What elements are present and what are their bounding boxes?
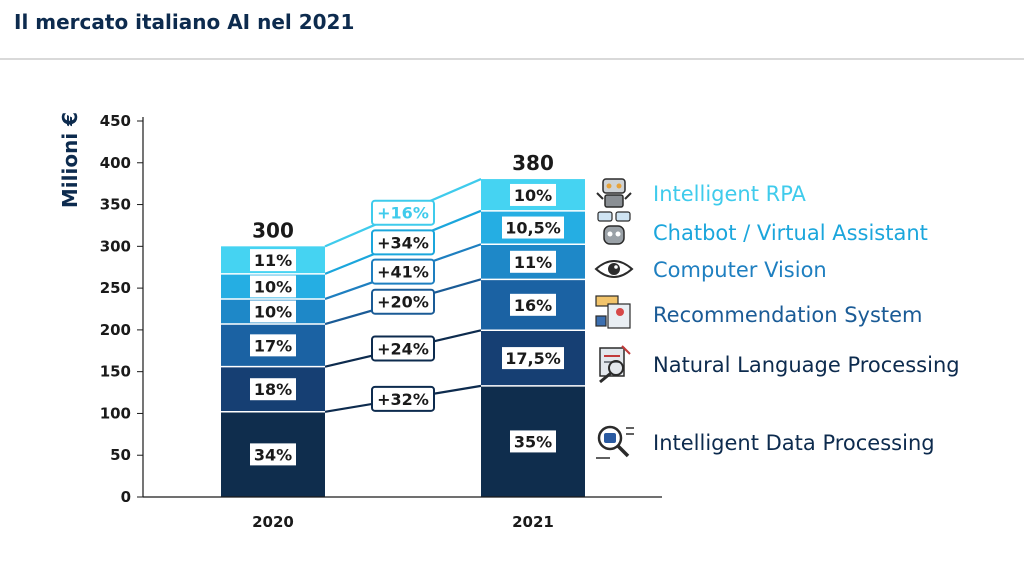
data-processing-icon xyxy=(596,425,634,459)
y-tick-label: 200 xyxy=(100,321,131,339)
share-label: 11% xyxy=(514,253,552,272)
growth-label: +41% xyxy=(377,263,429,282)
eye-iris xyxy=(608,263,620,275)
eye-icon xyxy=(594,260,634,278)
growth-label: +34% xyxy=(377,233,429,252)
share-label-box xyxy=(510,430,556,453)
growth-label: +16% xyxy=(377,204,429,223)
legend-label: Chatbot / Virtual Assistant xyxy=(653,221,928,245)
share-label-box xyxy=(250,249,296,272)
badge xyxy=(616,308,624,316)
magnifier-handle xyxy=(599,371,612,384)
legend-label: Computer Vision xyxy=(653,258,827,282)
share-label: 10% xyxy=(254,277,292,296)
share-label: 10,5% xyxy=(505,219,561,238)
y-tick-label: 400 xyxy=(100,154,131,172)
legend-label: Recommendation System xyxy=(653,303,923,327)
robot-body xyxy=(604,194,624,208)
legend-label: Natural Language Processing xyxy=(653,353,960,377)
legend: Intelligent Data Processing Natural Langu… xyxy=(594,178,960,459)
y-tick-label: 50 xyxy=(110,446,131,464)
y-tick-label: 250 xyxy=(100,279,131,297)
share-label-box xyxy=(250,300,296,323)
growth-label-box xyxy=(371,288,435,315)
share-label: 16% xyxy=(514,296,552,315)
y-tick-label: 0 xyxy=(121,488,131,506)
speech-bubble xyxy=(615,211,631,222)
y-tick-label: 450 xyxy=(100,112,131,130)
total-label: 380 xyxy=(512,151,554,175)
recommendation-icon xyxy=(595,295,631,329)
growth-label-box xyxy=(371,199,435,226)
growth-label-box xyxy=(371,229,435,256)
growth-label: +32% xyxy=(377,390,429,409)
growth-connectors: +32% +24% +20% +41% +34% +16% xyxy=(324,178,482,413)
y-tick-label: 350 xyxy=(100,196,131,214)
axes: 0 50 100 150 200 250 300 350 400 450 Milioni € 2020… xyxy=(58,112,662,531)
legend-label: Intelligent Data Processing xyxy=(653,431,935,455)
y-tick-label: 100 xyxy=(100,404,131,422)
share-label-box xyxy=(250,378,296,401)
header-divider xyxy=(0,58,1024,60)
labels: 34% 18% 17% 10% 10% 11% 300 35% 17,5% 16% 11% 10,5%… xyxy=(250,151,564,466)
share-label: 17% xyxy=(254,336,292,355)
binary-chip xyxy=(604,433,616,443)
rating-card xyxy=(595,295,619,307)
share-label-box xyxy=(250,275,296,298)
nlp-icon xyxy=(599,345,631,384)
share-label-box xyxy=(250,443,296,466)
robot-arm xyxy=(624,192,632,200)
growth-label: +20% xyxy=(377,293,429,312)
robot-icon xyxy=(596,178,632,208)
eye-glint xyxy=(614,265,618,269)
share-label-box xyxy=(502,347,564,370)
pen xyxy=(621,345,631,355)
robot-eye xyxy=(616,183,622,189)
share-label-box xyxy=(510,293,556,316)
share-label: 17,5% xyxy=(505,349,561,368)
share-label-box xyxy=(510,183,556,206)
x-tick-label: 2021 xyxy=(512,513,554,531)
speech-bubble xyxy=(597,211,613,222)
total-label: 300 xyxy=(252,218,294,242)
share-label: 35% xyxy=(514,432,552,451)
growth-label-box xyxy=(371,335,435,362)
robot-eye xyxy=(606,183,612,189)
share-label: 34% xyxy=(254,445,292,464)
share-label-box xyxy=(502,216,564,239)
robot-arm xyxy=(596,192,604,200)
share-label: 11% xyxy=(254,251,292,270)
page-title: Il mercato italiano AI nel 2021 xyxy=(14,10,355,34)
x-tick-label: 2020 xyxy=(252,513,294,531)
growth-label-box xyxy=(371,258,435,285)
y-axis-title: Milioni € xyxy=(58,112,82,208)
growth-label: +24% xyxy=(377,339,429,358)
magnifier-handle xyxy=(616,444,630,458)
bot-eye xyxy=(615,231,621,237)
chatbot-icon xyxy=(597,211,631,245)
user-figure xyxy=(595,315,607,327)
share-label-box xyxy=(250,334,296,357)
growth-label-box xyxy=(371,385,435,412)
magnifier-lens xyxy=(608,360,624,376)
share-label: 18% xyxy=(254,380,292,399)
y-tick-label: 150 xyxy=(100,363,131,381)
bot-head xyxy=(603,225,625,245)
share-label: 10% xyxy=(254,303,292,322)
robot-head xyxy=(602,178,626,194)
bot-eye xyxy=(607,231,613,237)
document xyxy=(607,303,631,329)
y-tick-label: 300 xyxy=(100,237,131,255)
legend-label: Intelligent RPA xyxy=(653,182,807,206)
share-label: 10% xyxy=(514,186,552,205)
share-label-box xyxy=(510,250,556,273)
